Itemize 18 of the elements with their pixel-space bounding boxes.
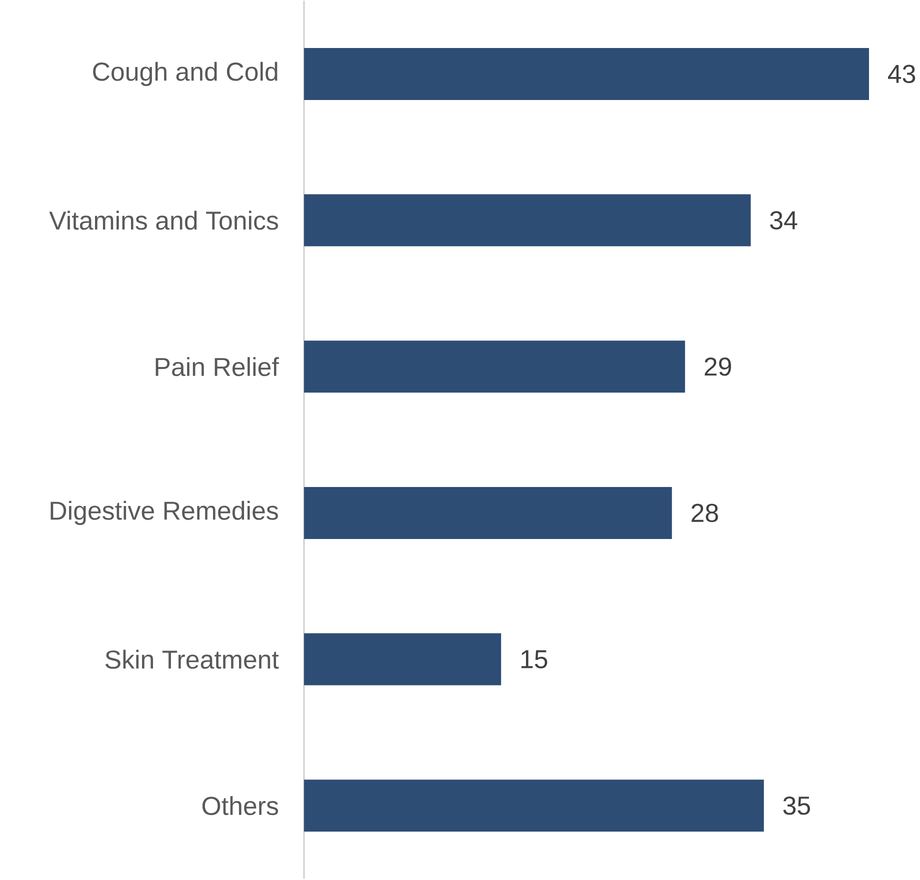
- data-label: 15: [521, 650, 548, 669]
- data-label: 35: [783, 796, 810, 815]
- data-label: 28: [692, 504, 718, 522]
- bar: [304, 48, 870, 100]
- bar: [304, 194, 751, 246]
- y-tick-label: Digestive Remedies: [50, 501, 278, 526]
- bar: [304, 780, 764, 832]
- data-label: 29: [704, 358, 732, 376]
- data-label: 34: [770, 211, 798, 230]
- y-tick-label: Cough and Cold: [93, 62, 278, 86]
- bar: [304, 340, 686, 393]
- bar: [304, 634, 502, 686]
- y-tick-label: Pain Relief: [156, 357, 279, 376]
- y-tick-label: Vitamins and Tonics: [49, 210, 278, 230]
- y-tick-label: Skin Treatment: [105, 650, 279, 670]
- data-label: 43: [888, 64, 916, 84]
- bar: [304, 487, 672, 540]
- y-tick-label: Others: [202, 796, 278, 816]
